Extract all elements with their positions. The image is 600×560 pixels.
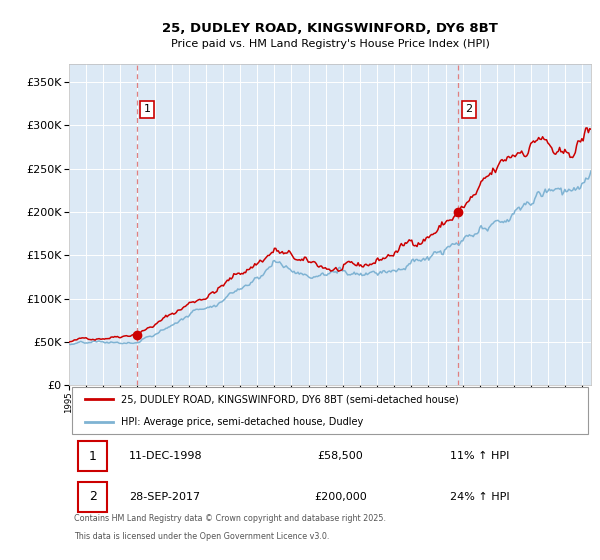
Text: £58,500: £58,500	[317, 451, 364, 461]
Text: 11-DEC-1998: 11-DEC-1998	[129, 451, 203, 461]
Text: Contains HM Land Registry data © Crown copyright and database right 2025.: Contains HM Land Registry data © Crown c…	[74, 514, 386, 523]
Text: 24% ↑ HPI: 24% ↑ HPI	[450, 492, 509, 502]
Text: Price paid vs. HM Land Registry's House Price Index (HPI): Price paid vs. HM Land Registry's House …	[170, 39, 490, 49]
Text: This data is licensed under the Open Government Licence v3.0.: This data is licensed under the Open Gov…	[74, 531, 329, 540]
Text: 2: 2	[89, 490, 97, 503]
Text: £200,000: £200,000	[314, 492, 367, 502]
Text: 2: 2	[465, 104, 472, 114]
FancyBboxPatch shape	[79, 482, 107, 511]
Text: 28-SEP-2017: 28-SEP-2017	[129, 492, 200, 502]
FancyBboxPatch shape	[71, 388, 589, 434]
Text: 11% ↑ HPI: 11% ↑ HPI	[450, 451, 509, 461]
FancyBboxPatch shape	[79, 441, 107, 471]
Text: 25, DUDLEY ROAD, KINGSWINFORD, DY6 8BT (semi-detached house): 25, DUDLEY ROAD, KINGSWINFORD, DY6 8BT (…	[121, 394, 459, 404]
Text: 25, DUDLEY ROAD, KINGSWINFORD, DY6 8BT: 25, DUDLEY ROAD, KINGSWINFORD, DY6 8BT	[162, 22, 498, 35]
Text: HPI: Average price, semi-detached house, Dudley: HPI: Average price, semi-detached house,…	[121, 417, 364, 427]
Text: 1: 1	[143, 104, 151, 114]
Text: 1: 1	[89, 450, 97, 463]
